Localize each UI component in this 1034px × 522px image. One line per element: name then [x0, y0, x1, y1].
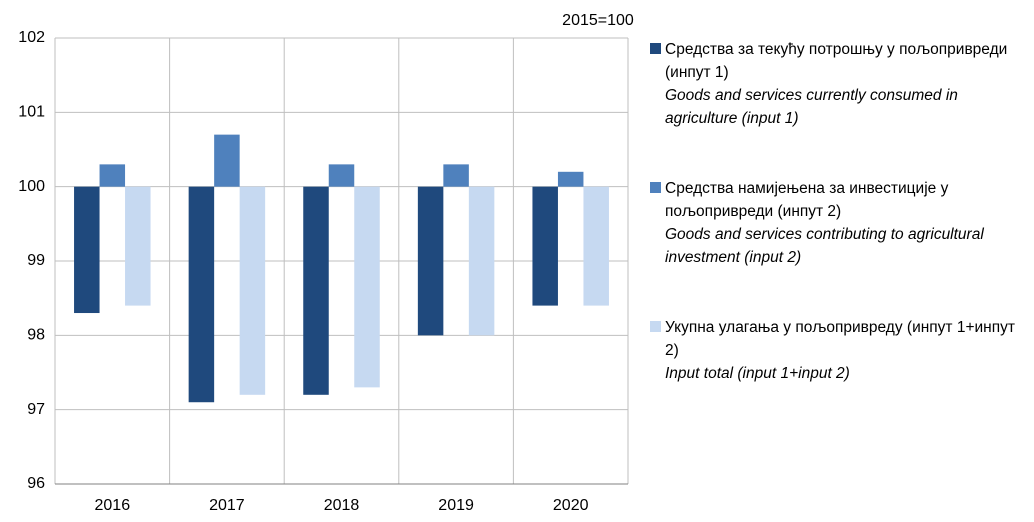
y-tick-label: 101 [18, 104, 45, 121]
y-tick-label: 96 [27, 475, 45, 492]
y-tick-label: 97 [27, 401, 45, 418]
bar [557, 171, 584, 187]
bar [354, 186, 380, 388]
bar [303, 186, 329, 395]
bar [99, 164, 126, 187]
legend-label: Средства за текућу потрошњу у пољопривре… [665, 41, 1008, 81]
bar [532, 186, 558, 306]
legend-label: Укупна улагања у пољопривреду (инпут 1+и… [665, 319, 1015, 359]
y-tick-label: 99 [27, 252, 45, 269]
x-tick-label: 2017 [209, 497, 245, 514]
legend-label-en: Input total (input 1+input 2) [665, 365, 850, 382]
bar [214, 134, 240, 187]
bar [125, 186, 151, 306]
legend-swatch [650, 321, 661, 332]
x-tick-label: 2018 [324, 497, 360, 514]
bar [188, 186, 215, 403]
y-tick-label: 98 [27, 327, 45, 344]
x-tick-label: 2019 [438, 497, 474, 514]
y-tick-label: 100 [18, 178, 45, 195]
x-tick-label: 2020 [553, 497, 589, 514]
annotation: 2015=100 [562, 12, 634, 29]
bar [74, 186, 100, 314]
legend-swatch [650, 43, 661, 54]
bar [417, 186, 444, 336]
legend-label: Средства намијењена за инвестиције у пољ… [665, 180, 949, 220]
bar [468, 186, 495, 336]
x-tick-label: 2016 [95, 497, 131, 514]
bar [583, 186, 609, 306]
legend-entry: Средства намијењена за инвестиције у пољ… [648, 177, 1030, 269]
legend-label-en: Goods and services contributing to agric… [665, 226, 984, 266]
legend: Средства за текућу потрошњу у пољопривре… [648, 38, 1030, 432]
bar [443, 164, 469, 187]
legend-entry: Средства за текућу потрошњу у пољопривре… [648, 38, 1030, 130]
legend-swatch [650, 182, 661, 193]
legend-label-en: Goods and services currently consumed in… [665, 87, 958, 127]
bar [239, 186, 266, 395]
legend-entry: Укупна улагања у пољопривреду (инпут 1+и… [648, 316, 1030, 385]
y-tick-label: 102 [18, 29, 45, 46]
bar [328, 164, 355, 187]
